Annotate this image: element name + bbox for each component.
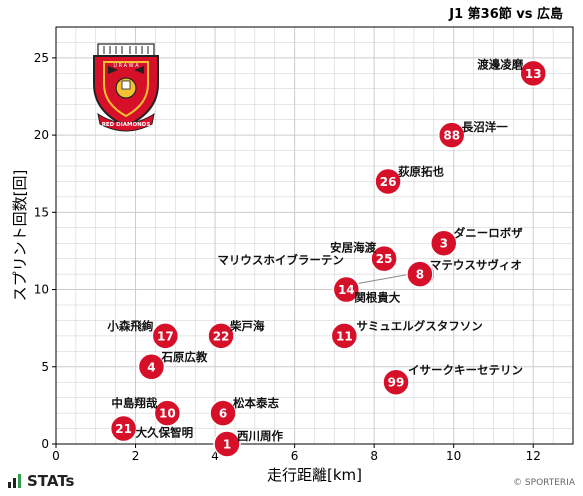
point-marker — [406, 260, 434, 288]
data-point: 5マリウスホイブラーテン — [217, 253, 436, 288]
point-number: 10 — [159, 407, 176, 421]
point-name-label: イサークキーセテリン — [408, 363, 523, 377]
point-name-label: 大久保智明 — [136, 426, 194, 440]
point-name-label: 松本泰志 — [233, 396, 279, 410]
point-name-label: 小森飛絢 — [106, 319, 153, 333]
point-marker — [370, 244, 398, 273]
data-point: 1 西川周作 — [213, 429, 284, 458]
y-tick-label: 5 — [41, 360, 49, 374]
y-tick-label: 10 — [34, 283, 49, 297]
point-number: 4 — [147, 360, 155, 374]
point-name-label: サミュエルグスタフソン — [356, 319, 483, 333]
data-point: 21 大久保智明 — [109, 414, 194, 443]
point-number: 88 — [443, 129, 460, 143]
point-name-label: マリウスホイブラーテン — [217, 253, 344, 267]
plot-frame — [55, 26, 574, 445]
point-number: 26 — [380, 175, 397, 189]
point-marker — [430, 229, 458, 257]
y-tick-label: 0 — [41, 437, 49, 451]
data-point: 17 小森飛絢 — [106, 319, 180, 350]
x-tick-label: 4 — [211, 449, 219, 463]
point-marker — [213, 430, 241, 458]
point-name-label: 荻原拓也 — [398, 164, 444, 178]
x-tick-label: 6 — [291, 449, 299, 463]
x-tick-label: 8 — [370, 449, 378, 463]
point-marker — [519, 59, 547, 88]
point-number: 17 — [157, 329, 174, 343]
data-point: 3 ダニーロボザ — [430, 226, 523, 257]
point-number: 99 — [388, 376, 405, 390]
y-tick-label: 15 — [34, 205, 49, 219]
point-number: 1 — [223, 438, 231, 452]
x-tick-label: 2 — [132, 449, 140, 463]
x-tick-label: 0 — [52, 449, 60, 463]
point-name-label: 渡邊凌磨 — [477, 57, 523, 71]
point-marker — [330, 322, 359, 350]
data-point: 4 石原広教 — [137, 350, 208, 381]
crest-banner-text: RED DIAMONDS — [102, 122, 151, 128]
point-marker — [207, 322, 235, 350]
point-number: 3 — [440, 237, 448, 251]
point-name-label: 安居海渡 — [330, 241, 376, 255]
point-marker — [153, 399, 182, 427]
point-name-label: 関根貴大 — [354, 291, 400, 305]
axes: 0 2 4 6 8 10 12 0 5 10 15 20 25 走行距離[km] スプリント回数[回] — [11, 51, 541, 484]
point-marker — [382, 368, 410, 396]
bar-chart-icon — [8, 474, 21, 488]
point-marker — [209, 399, 237, 427]
point-marker — [374, 167, 402, 196]
data-point: 6 松本泰志 — [209, 396, 280, 427]
label-leader-line — [350, 273, 410, 286]
point-number: 25 — [376, 252, 393, 266]
y-tick-label: 20 — [34, 128, 49, 142]
point-number: 14 — [338, 283, 355, 297]
point-name-label: 柴戸海 — [229, 319, 265, 333]
point-marker — [437, 121, 466, 149]
stats-brand: STATs — [8, 472, 74, 490]
x-tick-label: 10 — [446, 449, 461, 463]
point-name-label: 石原広教 — [160, 350, 207, 364]
point-marker — [109, 414, 138, 443]
x-axis-label: 走行距離[km] — [267, 466, 362, 484]
brand-label: STATs — [27, 472, 75, 490]
point-number: 13 — [525, 67, 542, 81]
point-number: 6 — [219, 407, 227, 421]
copyright-text: © SPORTERIA — [513, 478, 575, 488]
point-name-label: マテウスサヴィオ — [430, 258, 522, 272]
x-tick-label: 12 — [526, 449, 541, 463]
point-number: 11 — [336, 329, 353, 343]
point-number: 21 — [115, 422, 132, 436]
point-number: 22 — [213, 329, 230, 343]
svg-text:U R A W A: U R A W A — [113, 63, 139, 69]
match-title: J1 第36節 vs 広島 — [448, 6, 563, 22]
urawa-reds-crest-icon: U R A W A RED DIAMONDS — [93, 43, 159, 132]
point-name-label: 西川周作 — [237, 429, 283, 443]
y-tick-label: 25 — [34, 51, 49, 65]
point-marker — [332, 275, 361, 304]
point-number: 8 — [416, 268, 424, 282]
point-marker — [137, 353, 166, 381]
point-name-label: 中島翔哉 — [111, 396, 157, 410]
y-axis-label: スプリント回数[回] — [11, 170, 29, 302]
data-point: 8 マテウスサヴィオ — [406, 258, 522, 288]
point-name-label: 長沼洋一 — [462, 120, 508, 134]
point-name-label: ダニーロボザ — [454, 226, 523, 240]
point-marker — [151, 322, 180, 350]
